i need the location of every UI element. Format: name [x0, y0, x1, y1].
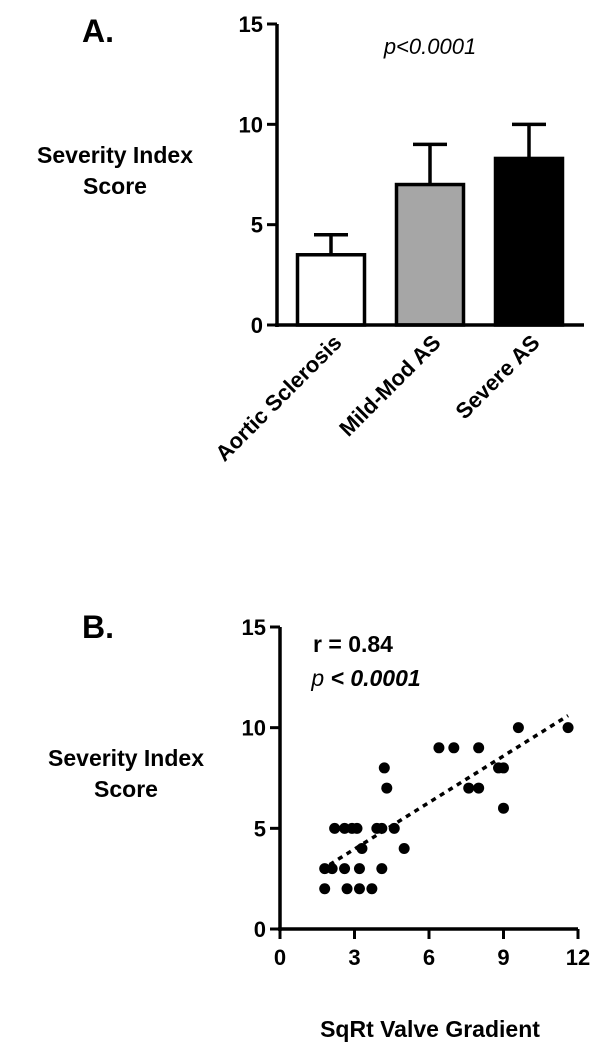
panel-b-x-ticks: 0 3 6 9 12	[274, 929, 590, 970]
panel-a-category-label: Severe AS	[450, 330, 544, 424]
panel-a-ytick-label: 15	[239, 12, 263, 37]
panel-b-point	[498, 802, 509, 814]
panel-a-ylabel-line-1: Severity Index	[37, 142, 193, 168]
panel-b-point	[498, 762, 509, 774]
panel-b-point	[463, 782, 475, 794]
panel-b-ytick-label: 5	[254, 816, 266, 841]
panel-b-ylabel-line-2: Score	[94, 776, 158, 802]
panel-b-point	[351, 822, 363, 834]
panel-b-ytick-label: 0	[254, 917, 266, 942]
panel-a-ytick-label: 0	[251, 313, 263, 338]
panel-b-xtick-label: 9	[497, 945, 509, 970]
panel-b-label: B.	[82, 609, 114, 645]
panel-a-bar-chart: A. Severity Index Score p<0.0001 051015 …	[37, 12, 584, 466]
panel-a-bar	[394, 182, 466, 327]
panel-b-point	[341, 883, 353, 895]
panel-b-xlabel: SqRt Valve Gradient	[320, 1016, 540, 1042]
panel-a-category-label: Aortic Sclerosis	[210, 330, 346, 466]
panel-a-label: A.	[82, 13, 114, 49]
panel-b-y-ticks: 0 5 10 15	[242, 615, 280, 942]
panel-a-category-label: Mild-Mod AS	[334, 330, 445, 441]
panel-b-point	[433, 742, 445, 754]
panel-b-point	[353, 863, 365, 875]
panel-b-point	[388, 822, 400, 834]
panel-a-error-bars	[314, 122, 546, 255]
panel-b-point	[353, 883, 365, 895]
panel-b-p-annotation-prefix: p	[310, 665, 324, 691]
panel-b-point	[339, 863, 351, 875]
panel-b-point	[376, 863, 388, 875]
panel-b-xtick-label: 0	[274, 945, 286, 970]
panel-b-point	[562, 722, 574, 734]
panel-a-y-ticks: 0 5 10 15	[239, 12, 277, 338]
panel-b-point	[381, 782, 393, 794]
panel-b-p-annotation: p < 0.0001	[310, 665, 420, 691]
panel-a-ytick-label: 10	[239, 112, 263, 137]
panel-b-point	[326, 863, 338, 875]
panel-a-ylabel-line-2: Score	[83, 173, 147, 199]
panel-b-point	[512, 722, 524, 734]
panel-b-point	[473, 782, 485, 794]
panel-b-point	[376, 822, 388, 834]
panel-b-point	[473, 742, 485, 754]
panel-b-xtick-label: 12	[566, 945, 590, 970]
panel-b-point	[329, 822, 341, 834]
panel-b-point	[366, 883, 378, 895]
panel-b-p-annotation-value: < 0.0001	[324, 665, 421, 691]
panel-b-point	[356, 842, 368, 854]
panel-b-ytick-label: 15	[242, 615, 266, 640]
panel-b-points	[319, 722, 574, 895]
panel-b-xtick-label: 6	[423, 945, 435, 970]
panel-b-point	[448, 742, 460, 754]
panel-b-regression-line	[328, 714, 569, 867]
panel-b-ytick-label: 10	[242, 716, 266, 741]
panel-b-point	[319, 883, 331, 895]
panel-b-r-annotation: r = 0.84	[313, 631, 393, 657]
panel-a-bar	[493, 156, 565, 327]
panel-b-point	[378, 762, 390, 774]
panel-b-ylabel-line-1: Severity Index	[48, 745, 204, 771]
panel-a-bar	[295, 253, 367, 327]
panel-b-scatter-chart: B. Severity Index Score r = 0.84 p < 0.0…	[48, 609, 590, 1042]
panel-b-point	[398, 842, 410, 854]
panel-a-ytick-label: 5	[251, 213, 263, 238]
panel-b-xtick-label: 3	[348, 945, 360, 970]
panel-a-bars	[295, 156, 565, 327]
panel-a-p-value-annotation: p<0.0001	[383, 34, 476, 59]
